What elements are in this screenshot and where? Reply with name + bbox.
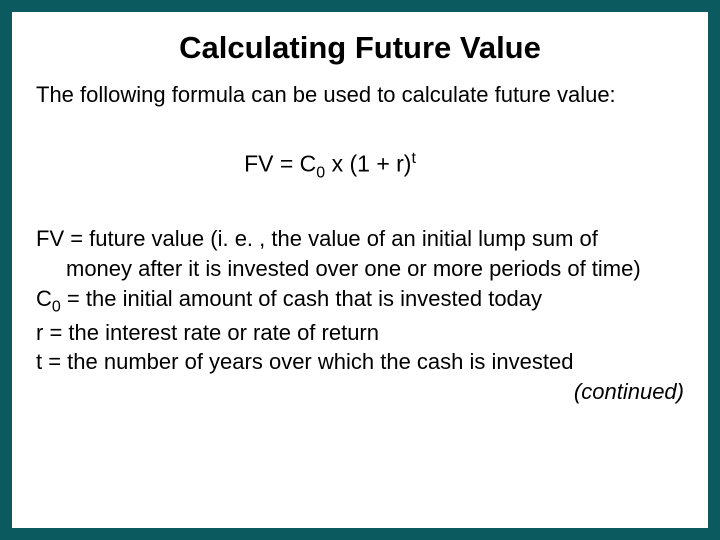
definitions: FV = future value (i. e. , the value of … <box>36 224 684 377</box>
formula-c-sub: 0 <box>316 164 325 181</box>
def-c0-prefix: C <box>36 286 52 311</box>
def-fv-line2: money after it is invested over one or m… <box>36 254 684 284</box>
formula: FV = C0 x (1 + r)t <box>36 150 684 182</box>
formula-fv: FV <box>244 151 273 177</box>
def-fv-line1: FV = future value (i. e. , the value of … <box>36 224 684 254</box>
def-c0: C0 = the initial amount of cash that is … <box>36 284 684 318</box>
def-c0-rest: = the initial amount of cash that is inv… <box>61 286 542 311</box>
def-r: r = the interest rate or rate of return <box>36 318 684 348</box>
slide-title: Calculating Future Value <box>36 30 684 66</box>
def-c0-sub: 0 <box>52 298 61 315</box>
continued-label: (continued) <box>36 379 684 405</box>
formula-mid: x (1 + r) <box>325 151 411 177</box>
formula-eq: = <box>273 151 299 177</box>
def-t: t = the number of years over which the c… <box>36 347 684 377</box>
formula-t-sup: t <box>411 150 415 167</box>
slide-container: Calculating Future Value The following f… <box>12 12 708 528</box>
intro-text: The following formula can be used to cal… <box>36 82 684 108</box>
formula-c: C <box>300 151 317 177</box>
